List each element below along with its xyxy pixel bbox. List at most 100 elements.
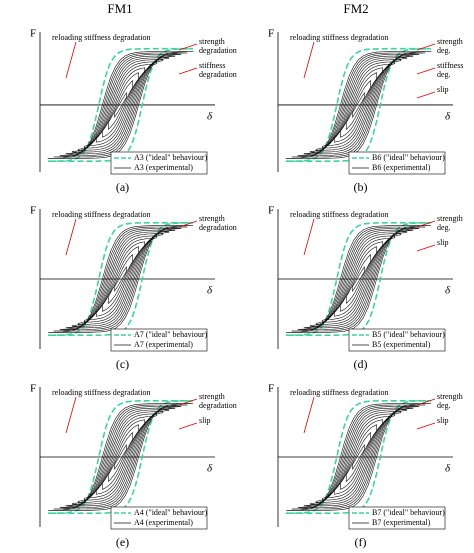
experimental-loop: [291, 52, 426, 158]
experimental-loop: [303, 229, 414, 329]
annotation: reloading stiffness degradation: [52, 210, 151, 219]
experimental-loop: [77, 59, 164, 151]
annotation-arrow: [178, 43, 198, 51]
ideal-envelope: [286, 400, 431, 514]
annotation-line: strength: [437, 392, 465, 401]
experimental-loop: [322, 61, 396, 149]
annotation-arrow: [416, 91, 436, 99]
annotation: strength degradation: [199, 214, 237, 232]
experimental-loop: [114, 444, 127, 470]
experimental-loop: [297, 54, 420, 156]
axis-label-y: F: [30, 28, 36, 40]
legend-label: A7 (experimental): [134, 340, 193, 349]
annotation-arrow: [303, 396, 315, 434]
legend-label: A7 ("ideal" behaviour): [134, 330, 208, 339]
panel-caption: (e): [116, 535, 129, 549]
annotation-line: degradation: [199, 401, 237, 410]
experimental-loop: [71, 231, 170, 327]
annotation-line: strength: [199, 214, 227, 223]
experimental-loop: [65, 229, 176, 329]
annotation: strength deg.: [437, 214, 465, 232]
annotation: slip: [437, 238, 449, 247]
experimental-loop: [114, 266, 127, 292]
experimental-loop: [53, 404, 188, 510]
legend-box: [110, 506, 208, 530]
annotation: strength degradation: [199, 37, 237, 55]
experimental-loop: [53, 52, 188, 158]
experimental-loop: [47, 225, 194, 333]
ideal-envelope: [48, 47, 194, 162]
axis-label-y: F: [30, 383, 36, 395]
annotation-line: deg.: [437, 70, 451, 79]
legend-label: A3 ("ideal" behaviour): [134, 153, 208, 162]
axis-label-x: δ: [207, 110, 213, 122]
experimental-loop: [352, 444, 365, 470]
axis-label-y: F: [268, 28, 274, 40]
experimental-loop: [291, 226, 426, 332]
annotation-arrow: [178, 220, 198, 228]
legend-box: [110, 328, 208, 352]
annotation: strength degradation: [199, 392, 237, 410]
axis-label-x: δ: [207, 285, 213, 297]
annotation-line: strength: [199, 392, 227, 401]
annotation: stiffness deg.: [437, 61, 466, 79]
experimental-loop: [71, 57, 170, 153]
annotation-arrow: [65, 41, 77, 79]
axis-label-y: F: [30, 205, 36, 217]
experimental-loop: [297, 228, 420, 330]
experimental-loop: [303, 407, 414, 507]
annotation: reloading stiffness degradation: [52, 388, 151, 397]
ideal-envelope: [48, 222, 193, 336]
experimental-loop: [352, 91, 365, 119]
annotation-arrow: [416, 398, 436, 406]
experimental-loop: [77, 411, 164, 503]
experimental-loop: [285, 51, 432, 159]
panel-caption: (f): [355, 535, 367, 549]
annotation-arrow: [416, 67, 436, 75]
annotation: strength deg.: [437, 37, 465, 55]
annotation-line: deg.: [437, 223, 451, 232]
panel-caption: (d): [354, 357, 368, 371]
annotation: strength deg.: [437, 392, 465, 410]
axis-label-x: δ: [207, 463, 213, 475]
experimental-loop: [65, 55, 176, 155]
annotation: slip: [199, 416, 211, 425]
axis-label-y: F: [268, 383, 274, 395]
experimental-loop: [315, 59, 402, 151]
annotation-arrow: [416, 220, 436, 228]
annotation-line: stiffness: [199, 61, 228, 70]
experimental-loop: [84, 413, 158, 501]
axis-label-x: δ: [445, 110, 451, 122]
experimental-loop: [309, 57, 408, 153]
experimental-loop: [84, 61, 158, 149]
ideal-envelope: [48, 400, 193, 514]
annotation-arrow: [65, 396, 77, 434]
annotation-line: degradation: [199, 46, 237, 55]
legend-label: B6 (experimental): [372, 163, 431, 172]
experimental-loop: [77, 233, 164, 325]
annotation-arrow: [303, 218, 315, 256]
experimental-loop: [303, 55, 414, 155]
experimental-loop: [352, 266, 365, 292]
annotation-line: stiffness: [437, 61, 466, 70]
legend-label: A3 (experimental): [134, 163, 193, 172]
column-header: FM1: [107, 1, 132, 16]
experimental-loop: [285, 403, 432, 511]
legend-label: A4 ("ideal" behaviour): [134, 508, 208, 517]
experimental-loop: [322, 413, 396, 501]
annotation-arrow: [416, 43, 436, 51]
annotation-line: degradation: [199, 70, 237, 79]
legend-box: [348, 151, 446, 175]
annotation: slip: [437, 85, 449, 94]
experimental-loop: [315, 233, 402, 325]
panel-caption: (b): [354, 180, 368, 194]
panel-caption: (c): [116, 357, 129, 371]
axis-label-x: δ: [445, 285, 451, 297]
annotation-line: deg.: [437, 46, 451, 55]
annotation-arrow: [178, 422, 198, 430]
annotation-line: degradation: [199, 223, 237, 232]
experimental-loop: [71, 409, 170, 505]
experimental-loop: [315, 411, 402, 503]
